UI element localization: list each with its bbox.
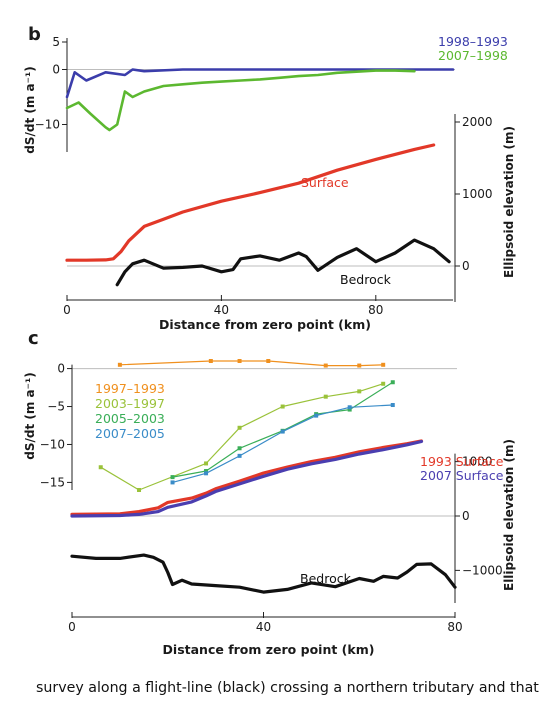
panel-c-dsdt-tick-label: −5 <box>47 400 65 414</box>
panel-c-series-2003-1997-point <box>357 389 362 394</box>
panel-c-series-2003-1997-point <box>381 381 386 386</box>
panel-c-series-2007-surface-line <box>70 439 424 518</box>
panel-c-series-2003-1997-point <box>204 461 209 466</box>
panel-b-elev-tick-label: 1000 <box>462 187 493 201</box>
panel-c-series-2007-2005-point <box>314 413 319 418</box>
panel-c-elev-tick-label: −1000 <box>462 563 503 577</box>
panel-c-x-tick-label: 80 <box>447 620 462 634</box>
panel-c-series-1997-1993-point <box>323 363 328 368</box>
panel-c-series-2007-2005-point <box>347 405 352 410</box>
panel-b-x-axis-label: Distance from zero point (km) <box>159 317 371 332</box>
panel-c-dsdt-tick-label: 0 <box>57 362 65 376</box>
panel-c-series-1997-1993-line <box>119 360 384 367</box>
panel-c-series-2005-2003-point <box>390 380 395 385</box>
panel-b-series-bedrock-line <box>115 238 451 287</box>
panel-b-legend-panel-b-series-1998-1993: 1998–1993 <box>438 34 508 49</box>
panel-c-legend-panel-c-series-2005-2003: 2005–2003 <box>95 411 165 426</box>
panel-c-x-tick-label: 0 <box>68 620 76 634</box>
panel-c-series-2005-2003-point <box>347 407 352 412</box>
panel-c-x-tick-label: 40 <box>256 620 271 634</box>
panel-c-series-1997-1993-point <box>208 359 213 363</box>
panel-b-elev-axis-label: Ellipsoid elevation (m) <box>502 126 516 278</box>
panel-c-series-2005-2003-point <box>204 469 209 474</box>
panel-c-series-2003-1997-line <box>100 383 384 491</box>
panel-c-elev-tick-label: 1000 <box>462 455 493 469</box>
panel-c-series-2007-2005-point <box>390 403 395 408</box>
panel-c-series-1997-1993-point <box>117 362 122 367</box>
panel-c-series-2003-1997-point <box>98 465 103 470</box>
panel-c-elev-tick-label: 0 <box>462 509 470 523</box>
panel-b-annotation-surface: Surface <box>301 175 349 190</box>
panel-c-annotation-bedrock: Bedrock <box>300 571 352 586</box>
panel-b-dsdt-tick-label: 0 <box>52 63 60 77</box>
panel-c-series-2007-2005-point <box>170 480 175 485</box>
panel-c-series-2007-2005-point <box>237 453 242 458</box>
panel-c-series-2005-2003-point <box>170 475 175 480</box>
panel-c-dsdt-tick-label: −10 <box>40 437 65 451</box>
panel-c-legend-panel-c-series-2007-2005: 2007–2005 <box>95 426 165 441</box>
panel-c-series-2003-1997-point <box>237 425 242 430</box>
panel-c-series-1997-1993-point <box>381 362 386 367</box>
panel-b-dsdt-tick-label: 5 <box>52 35 60 49</box>
panel-c-x-axis-label: Distance from zero point (km) <box>163 642 375 657</box>
panel-b-dsdt-axis-label: dS/dt (m a⁻¹) <box>23 66 37 153</box>
panel-c-dsdt-tick-label: −15 <box>40 475 65 489</box>
panel-c-series-2007-2005-point <box>204 471 209 476</box>
panel-c-series-1993-surface-line <box>70 439 424 517</box>
panel-c-series-2003-1997-point <box>280 404 285 409</box>
panel-c-series-1997-1993-point <box>266 359 271 363</box>
panel-c-series-2007-2005-point <box>280 429 285 434</box>
panel-c-legend-panel-c-series-1993-surface: 1993 Surface <box>420 454 504 469</box>
panel-c-legend-panel-c-series-2007-surface: 2007 Surface <box>420 468 504 483</box>
panel-c-legend-panel-c-series-1997-1993: 1997–1993 <box>95 381 165 396</box>
panel-c-series-2005-2003-point <box>237 446 242 451</box>
panel-b-dsdt-tick-label: −10 <box>35 118 60 132</box>
panel-c-legend-panel-c-series-2003-1997: 2003–1997 <box>95 396 165 411</box>
panel-b-x-tick-label: 80 <box>368 303 383 317</box>
figure-caption: survey along a flight-line (black) cross… <box>36 680 539 696</box>
panel-b-series-1998-1993-line <box>65 68 455 99</box>
panel-c-series-2003-1997-point <box>323 394 328 399</box>
panel-b-annotation-bedrock: Bedrock <box>340 272 392 287</box>
panel-c-series-bedrock-line <box>70 553 457 594</box>
panel-b-legend-panel-b-series-2007-1998: 2007–1998 <box>438 48 508 63</box>
panel-c-series-2003-1997-point <box>137 488 142 492</box>
panel-c-series-1997-1993-point <box>237 359 242 363</box>
panel-c-dsdt-axis-label: dS/dt (m a⁻¹) <box>23 372 37 459</box>
panel-b-elev-tick-label: 0 <box>462 259 470 273</box>
panel-b-x-tick-label: 0 <box>63 303 71 317</box>
panel-b-series-2007-1998-line <box>65 69 416 132</box>
panel-c-elev-axis-label: Ellipsoid elevation (m) <box>502 439 516 591</box>
panel-b-letter: b <box>28 24 41 45</box>
panel-b-x-tick-label: 40 <box>214 303 229 317</box>
panel-c-letter: c <box>28 328 39 349</box>
panel-b-series-surface-line <box>65 143 436 262</box>
panel-c-series-1997-1993-point <box>357 363 362 368</box>
panel-b-elev-tick-label: 2000 <box>462 115 493 129</box>
